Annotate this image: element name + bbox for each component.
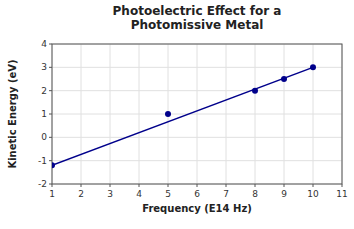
point (165, 111, 171, 117)
tick-label-y: 3 (41, 62, 47, 72)
tick-label-y: 1 (41, 109, 47, 119)
tick-label-x: 1 (49, 189, 55, 199)
grid-line-y (52, 160, 342, 161)
tick-y (49, 90, 52, 91)
tick-label-x: 3 (107, 189, 113, 199)
tick-label-y: -2 (38, 179, 47, 189)
tick-label-y: 2 (41, 86, 47, 96)
tick-x (255, 184, 256, 187)
tick-label-x: 2 (78, 189, 84, 199)
grid-line-y (52, 90, 342, 91)
point (252, 88, 258, 94)
tick-label-x: 6 (194, 189, 200, 199)
grid-line-y (52, 114, 342, 115)
ticks: 1 2 3 4 5 6 7 8 9 10 11 -2 -1 0 1 2 3 4 (38, 39, 348, 199)
point (310, 64, 316, 70)
grid (52, 44, 342, 184)
tick-x (139, 184, 140, 187)
tick-x (226, 184, 227, 187)
tick-x (342, 184, 343, 187)
title-line: Photoelectric Effect for a (113, 4, 282, 18)
tick-x (110, 184, 111, 187)
tick-x (197, 184, 198, 187)
tick-label-x: 11 (336, 189, 347, 199)
tick-label-x: 7 (223, 189, 229, 199)
tick-label-y: 0 (41, 132, 47, 142)
x-axis-label: Frequency (E14 Hz) (142, 203, 252, 214)
point (52, 162, 55, 168)
tick-label-x: 8 (252, 189, 258, 199)
tick-label-x: 5 (165, 189, 171, 199)
tick-x (313, 184, 314, 187)
grid-line-y (52, 67, 342, 68)
tick-label-y: -1 (38, 156, 47, 166)
title-line: Photomissive Metal (131, 18, 264, 32)
tick-x (168, 184, 169, 187)
chart: Photoelectric Effect for aPhotomissive M… (0, 0, 354, 229)
tick-label-x: 9 (281, 189, 287, 199)
tick-y (49, 114, 52, 115)
point (281, 76, 287, 82)
grid-line-y (52, 137, 342, 138)
tick-y (49, 137, 52, 138)
tick-y (49, 184, 52, 185)
marks (52, 64, 316, 168)
tick-y (49, 160, 52, 161)
y-axis-label: Kinetic Energy (eV) (7, 59, 18, 168)
tick-label-x: 10 (307, 189, 319, 199)
tick-y (49, 44, 52, 45)
title: Photoelectric Effect for aPhotomissive M… (113, 4, 282, 32)
plot-frame (52, 44, 342, 184)
tick-x (284, 184, 285, 187)
tick-x (81, 184, 82, 187)
line (52, 67, 313, 165)
tick-y (49, 67, 52, 68)
tick-label-x: 4 (136, 189, 142, 199)
tick-label-y: 4 (41, 39, 47, 49)
